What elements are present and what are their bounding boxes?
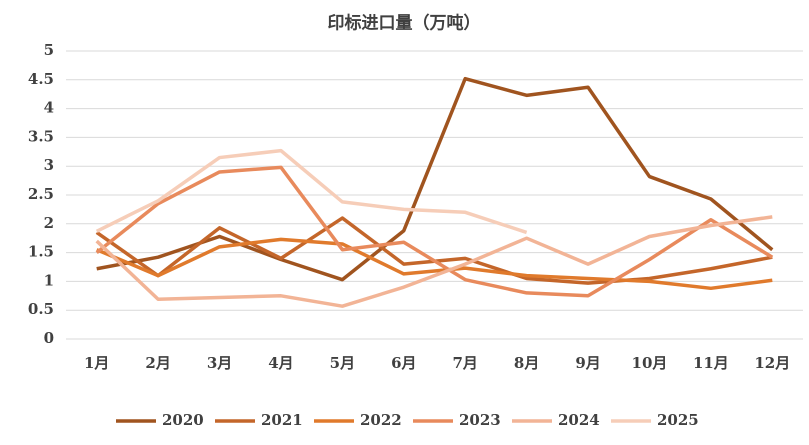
data-line (96, 237, 773, 291)
data-line (95, 165, 774, 298)
y-tick-label: 4.5 (28, 70, 54, 88)
legend-label: 2024 (558, 411, 600, 429)
data-line (96, 76, 774, 282)
data-line (95, 216, 773, 285)
y-tick-label: 2.5 (28, 185, 54, 203)
y-tick-label: 3.5 (28, 127, 54, 145)
x-tick-label: 9月 (575, 354, 600, 372)
x-tick-label: 1月 (84, 354, 109, 372)
chart-title: 印标进口量（万吨） (328, 13, 481, 34)
y-tick-label: 0.5 (28, 300, 54, 318)
x-tick-label: 8月 (514, 354, 539, 372)
x-tick-label: 12月 (754, 354, 790, 372)
y-tick-label: 0 (44, 329, 54, 347)
x-tick-label: 3月 (207, 354, 232, 372)
x-tick-label: 5月 (330, 354, 355, 372)
legend-label: 2022 (360, 411, 402, 429)
x-tick-label: 6月 (391, 354, 416, 372)
y-tick-label: 4 (44, 99, 54, 117)
y-tick-label: 5 (44, 41, 54, 59)
legend-label: 2020 (162, 411, 204, 429)
y-tick-label: 1.5 (28, 243, 54, 261)
x-tick-label: 7月 (452, 354, 477, 372)
x-tick-label: 11月 (693, 354, 729, 372)
data-line (95, 215, 773, 308)
y-tick-label: 2 (44, 214, 54, 232)
legend-label: 2025 (657, 411, 699, 429)
data-line (95, 148, 528, 235)
x-tick-label: 10月 (632, 354, 668, 372)
legend-label: 2021 (261, 411, 303, 429)
x-tick-label: 4月 (268, 354, 293, 372)
legend-label: 2023 (459, 411, 501, 429)
x-tick-label: 2月 (145, 354, 170, 372)
y-tick-label: 3 (44, 156, 54, 174)
y-tick-label: 1 (44, 271, 54, 289)
